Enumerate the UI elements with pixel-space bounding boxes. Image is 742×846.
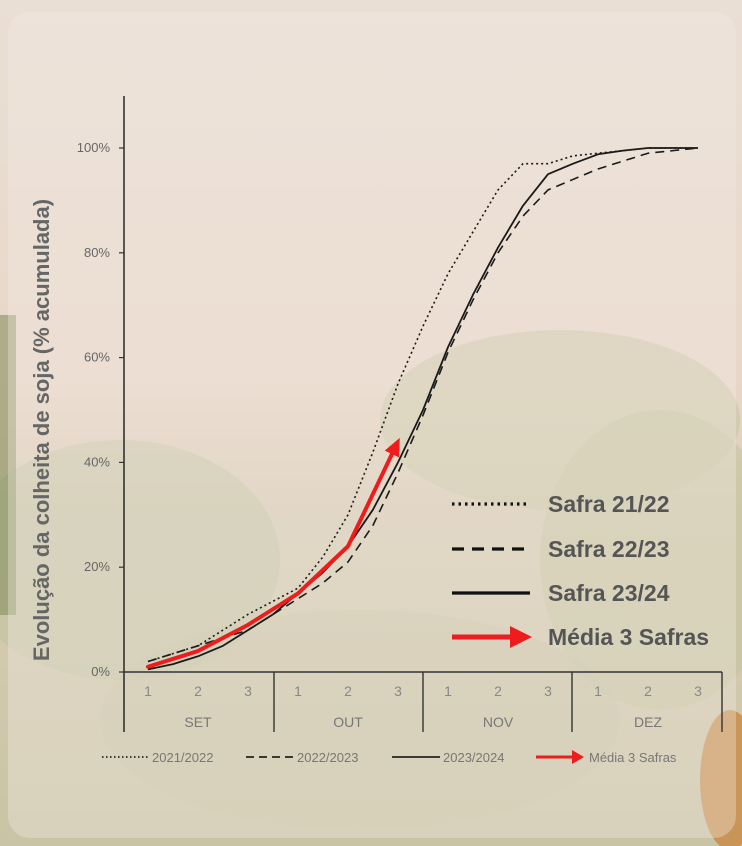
x-tick-label: 1 <box>294 683 302 699</box>
legend-bottom-arrowhead <box>572 750 584 764</box>
legend-bottom-label: 2023/2024 <box>443 750 504 765</box>
y-axis-ticks: 0% 20% 40% 60% 80% 100% <box>77 140 124 679</box>
x-axis-ticks: 1 2 3 1 2 3 1 2 3 1 2 3 <box>144 683 702 699</box>
legend-large-arrowhead <box>510 626 532 648</box>
axes <box>123 96 723 732</box>
legend-large-label: Safra 22/23 <box>548 536 669 562</box>
y-tick-label: 80% <box>84 245 110 260</box>
legend-large-label: Safra 23/24 <box>548 580 670 606</box>
month-label: OUT <box>333 714 363 730</box>
legend-large-label: Média 3 Safras <box>548 624 709 650</box>
y-axis-label: Evolução da colheita de soja (% acumulad… <box>29 198 54 662</box>
y-tick-label: 60% <box>84 350 110 365</box>
x-tick-label: 1 <box>594 683 602 699</box>
y-tick-label: 20% <box>84 559 110 574</box>
x-tick-label: 3 <box>394 683 402 699</box>
x-tick-label: 2 <box>494 683 502 699</box>
x-tick-label: 1 <box>144 683 152 699</box>
y-tick-label: 100% <box>77 140 111 155</box>
series-line-2023-2024 <box>147 147 698 671</box>
x-tick-label: 2 <box>344 683 352 699</box>
legend-bottom-label: 2022/2023 <box>297 750 358 765</box>
month-label: DEZ <box>634 714 662 730</box>
legend-large: Safra 21/22 Safra 22/23 Safra 23/24 Média 3… <box>452 491 709 650</box>
media-3-safras-arrowhead <box>384 437 400 458</box>
legend-bottom: 2021/2022 2022/2023 2023/2024 Média 3 Safra… <box>102 750 677 765</box>
x-tick-label: 1 <box>444 683 452 699</box>
media-3-safras-line <box>146 450 395 669</box>
x-tick-label: 3 <box>544 683 552 699</box>
x-tick-label: 3 <box>244 683 252 699</box>
x-tick-label: 2 <box>644 683 652 699</box>
x-tick-label: 2 <box>194 683 202 699</box>
legend-bottom-label: 2021/2022 <box>152 750 213 765</box>
month-label: SET <box>184 714 212 730</box>
media-3-safras-arrow <box>146 437 400 669</box>
series-lines <box>147 147 699 671</box>
legend-bottom-label: Média 3 Safras <box>589 750 677 765</box>
series-line-2022-2023 <box>147 147 699 663</box>
x-tick-label: 3 <box>694 683 702 699</box>
y-tick-label: 0% <box>91 664 110 679</box>
legend-large-label: Safra 21/22 <box>548 491 669 517</box>
month-label: NOV <box>483 714 514 730</box>
month-labels: SET OUT NOV DEZ <box>184 714 662 730</box>
y-tick-label: 40% <box>84 454 110 469</box>
